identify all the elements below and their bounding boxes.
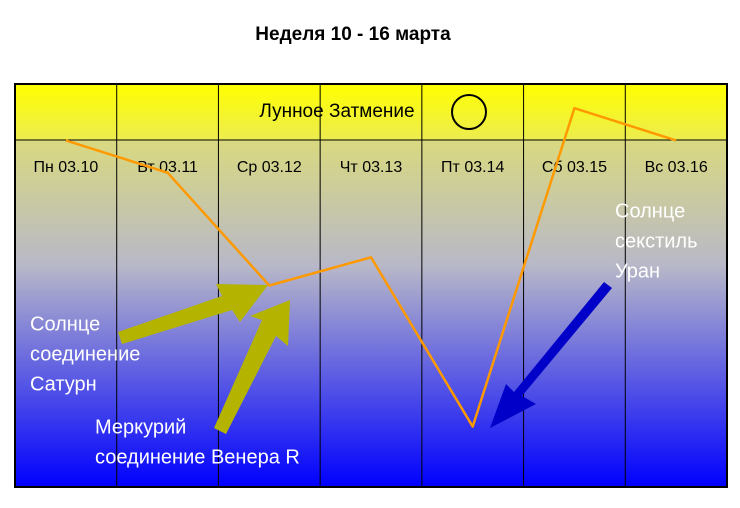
annotation: Солнце bbox=[615, 200, 685, 222]
annotation: Солнце bbox=[30, 313, 100, 335]
x-tick-label: Ср 03.12 bbox=[237, 159, 302, 176]
annotation: секстиль bbox=[615, 230, 698, 252]
annotation: соединение bbox=[30, 343, 140, 365]
annotation: соединение Венера R bbox=[95, 446, 300, 468]
frame-edge bbox=[14, 84, 16, 487]
annotation: Уран bbox=[615, 260, 660, 282]
event-label: Лунное Затмение bbox=[259, 101, 414, 122]
arrow bbox=[490, 282, 612, 428]
arrow bbox=[214, 300, 290, 434]
annotation: Сатурн bbox=[30, 373, 97, 395]
arrow bbox=[118, 284, 268, 344]
x-tick-label: Пн 03.10 bbox=[33, 159, 98, 176]
x-tick-label: Пт 03.14 bbox=[441, 159, 504, 176]
x-tick-label: Вс 03.16 bbox=[645, 159, 708, 176]
x-tick-label: Чт 03.13 bbox=[340, 159, 403, 176]
chart-title: Неделя 10 - 16 марта bbox=[255, 24, 451, 45]
moon-icon bbox=[451, 94, 487, 130]
x-tick-label: Сб 03.15 bbox=[542, 159, 607, 176]
x-tick-label: Вт 03.11 bbox=[137, 159, 198, 176]
data-line bbox=[65, 106, 677, 428]
event-band bbox=[15, 84, 727, 140]
annotation: Меркурий bbox=[95, 416, 186, 438]
grid bbox=[116, 84, 626, 487]
